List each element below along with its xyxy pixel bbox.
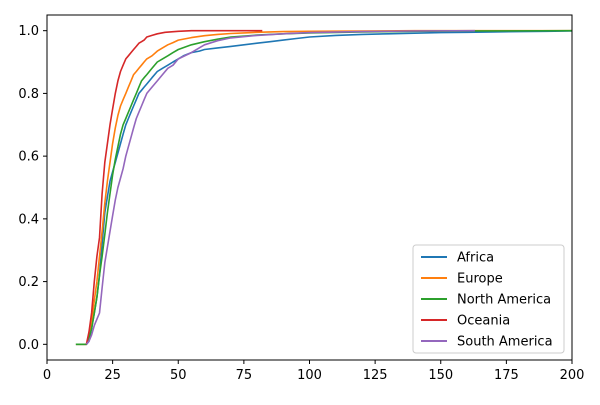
- legend-label-1: Europe: [457, 272, 503, 287]
- series-lines: [75, 29, 573, 346]
- series-line-4: [85, 29, 475, 345]
- x-tick-label: 25: [104, 368, 121, 383]
- x-tick-label: 175: [494, 368, 519, 383]
- y-tick-label: 1.0: [18, 24, 39, 39]
- series-line-0: [75, 30, 573, 346]
- series-line-2: [75, 29, 573, 346]
- legend-box: [412, 244, 565, 354]
- x-tick-label: 50: [170, 368, 187, 383]
- legend: Africa Europe North America Oceania South Am…: [412, 244, 565, 354]
- series-line-3: [85, 29, 263, 345]
- y-tick-label: 0.8: [18, 87, 39, 102]
- legend-label-2: North America: [457, 293, 551, 308]
- x-tick-label: 125: [363, 368, 388, 383]
- x-tick-label: 75: [236, 368, 253, 383]
- x-axis: 0 25 50 75 100 125 150 175 200: [43, 360, 585, 383]
- x-tick-label: 150: [428, 368, 453, 383]
- series-line-1: [75, 29, 572, 346]
- y-tick-label: 0.4: [18, 212, 39, 227]
- legend-label-4: South America: [457, 335, 553, 350]
- y-tick-label: 0.0: [18, 338, 39, 353]
- x-tick-label: 200: [560, 368, 585, 383]
- y-tick-label: 0.2: [18, 275, 39, 290]
- legend-label-0: Africa: [457, 251, 494, 266]
- y-tick-label: 0.6: [18, 150, 39, 165]
- legend-label-3: Oceania: [457, 314, 510, 329]
- x-tick-label: 100: [297, 368, 322, 383]
- y-axis: 0.0 0.2 0.4 0.6 0.8 1.0: [18, 24, 47, 353]
- x-tick-label: 0: [43, 368, 51, 383]
